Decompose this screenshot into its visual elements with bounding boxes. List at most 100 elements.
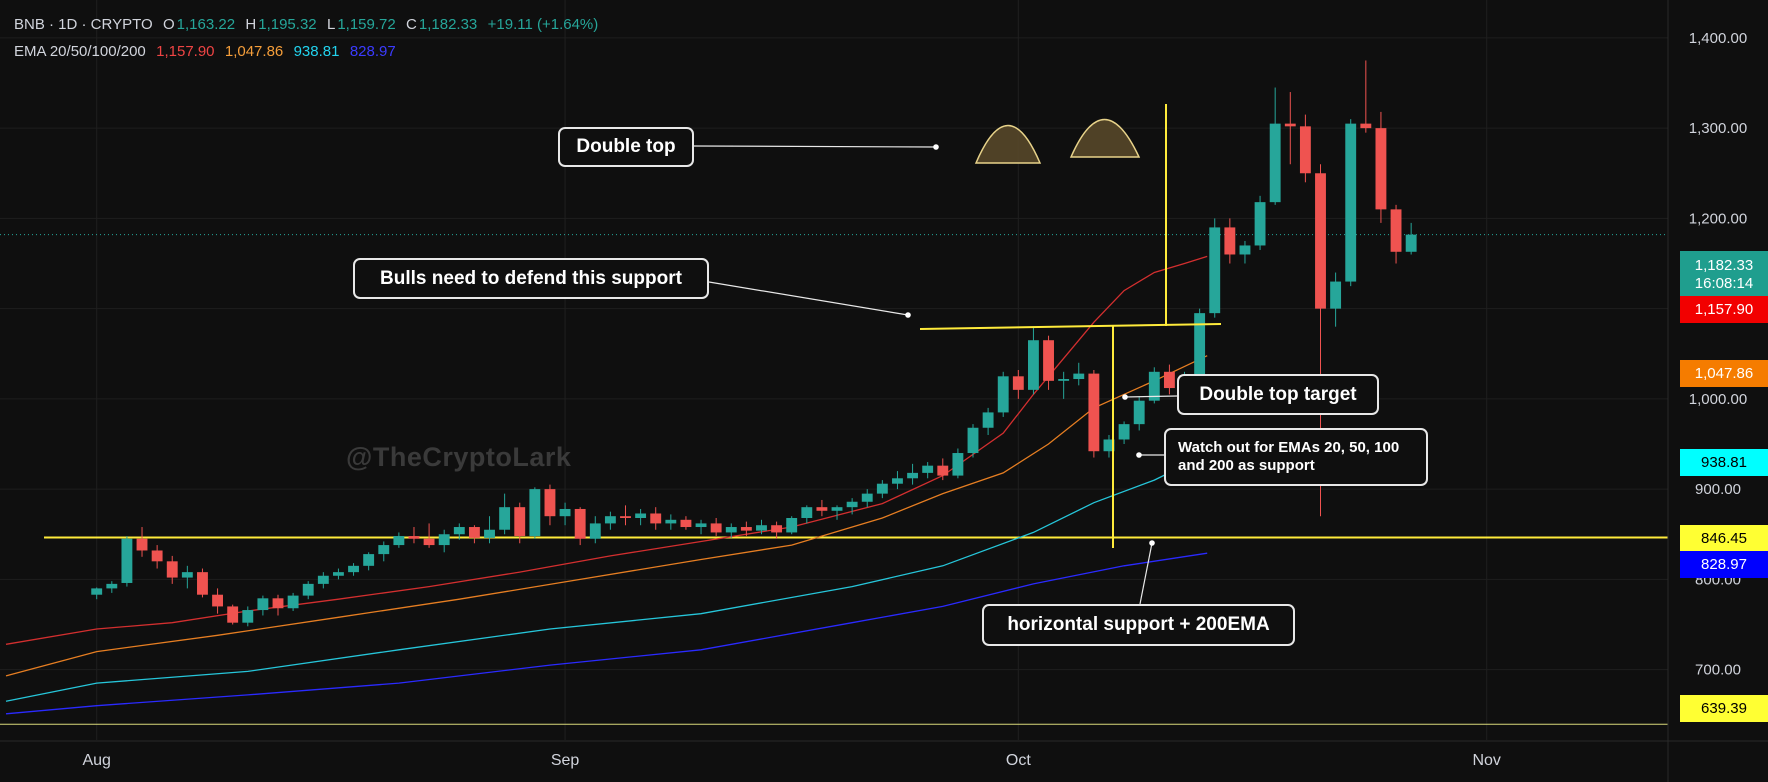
horizontal-support-callout[interactable]: horizontal support + 200EMA xyxy=(982,604,1295,646)
candle-up xyxy=(589,516,601,544)
candle-body xyxy=(650,513,662,524)
price-tick-label: 1,300.00 xyxy=(1689,120,1747,137)
candle-up xyxy=(302,581,314,600)
candle-up xyxy=(348,563,359,576)
double-top-arch-1 xyxy=(974,124,1042,164)
candle-up xyxy=(982,407,994,435)
candle-body xyxy=(665,519,677,524)
close-value: 1,182.33 xyxy=(418,16,478,33)
candle-down xyxy=(197,568,208,598)
candle-body xyxy=(499,507,511,530)
candle-body xyxy=(861,493,873,502)
candle-up xyxy=(393,532,405,548)
ema-support-connector-dot xyxy=(1136,452,1142,458)
candle-up xyxy=(378,541,390,562)
horizontal-connector xyxy=(1139,542,1153,605)
candle-body xyxy=(453,527,465,535)
candle-body xyxy=(1073,373,1085,380)
candle-up xyxy=(121,536,133,587)
candle-body xyxy=(302,583,314,596)
horizontal-connector-dot xyxy=(1149,540,1155,546)
candle-up xyxy=(529,487,541,539)
candle-body xyxy=(1163,371,1175,389)
double-top-callout[interactable]: Double top xyxy=(558,127,694,167)
price-tick-label: 700.00 xyxy=(1695,662,1741,679)
ema50-price-label: 1,047.86 xyxy=(1680,360,1768,387)
candle-up xyxy=(635,508,647,526)
candle-body xyxy=(1133,400,1145,425)
candle-body xyxy=(1209,227,1221,314)
candle-body xyxy=(1405,234,1417,252)
bulls-support-callout[interactable]: Bulls need to defend this support xyxy=(353,258,709,299)
ema-legend-label: EMA 20/50/100/200 xyxy=(14,43,146,60)
candle-up xyxy=(1133,397,1145,431)
candle-body xyxy=(756,525,767,531)
candle-down xyxy=(650,507,662,530)
candle-down xyxy=(816,499,828,517)
candle-down xyxy=(1088,370,1100,458)
candle-up xyxy=(695,519,707,535)
candle-body xyxy=(1194,313,1206,376)
candle-body xyxy=(1088,373,1100,452)
double-top-target-callout[interactable]: Double top target xyxy=(1177,374,1379,415)
candle-body xyxy=(348,565,359,573)
ema50-value: 1,047.86 xyxy=(224,43,284,60)
candle-up xyxy=(484,516,495,544)
candle-down xyxy=(423,523,435,548)
candle-body xyxy=(1058,379,1070,381)
candle-body xyxy=(287,595,299,609)
candle-up xyxy=(846,498,858,515)
candle-body xyxy=(740,527,752,531)
high-label: H xyxy=(245,16,257,33)
ema-legend[interactable]: EMA 20/50/100/200 1,157.90 1,047.86 938.… xyxy=(14,43,398,60)
candle-body xyxy=(438,534,450,546)
time-tick-label: Aug xyxy=(82,752,110,769)
candle-body xyxy=(1043,340,1054,381)
candle-body xyxy=(106,583,118,589)
candle-up xyxy=(332,568,344,580)
candle-up xyxy=(952,448,964,479)
candle-body xyxy=(166,561,178,578)
candle-body xyxy=(1254,202,1266,246)
candle-body xyxy=(1284,123,1296,127)
candle-body xyxy=(544,489,556,517)
symbol-label[interactable]: BNB · 1D · CRYPTO xyxy=(14,16,153,33)
candle-body xyxy=(620,516,631,518)
ema200-price-label: 828.97 xyxy=(1680,551,1768,578)
candle-body xyxy=(151,550,163,562)
ema200-value: 828.97 xyxy=(349,43,396,60)
candle-up xyxy=(1027,326,1039,395)
candle-down xyxy=(151,545,163,569)
support-price-label: 846.45 xyxy=(1680,525,1768,552)
candle-body xyxy=(242,610,254,623)
last-price-label: 1,182.33 16:08:14 xyxy=(1680,251,1768,298)
candle-body xyxy=(181,572,193,578)
candle-body xyxy=(846,501,858,508)
candle-body xyxy=(91,588,103,595)
candle-body xyxy=(121,538,133,583)
candle-body xyxy=(559,508,571,517)
candle-up xyxy=(1254,195,1266,250)
candle-down xyxy=(227,604,239,625)
time-tick-label: Oct xyxy=(1006,752,1031,769)
candle-up xyxy=(1330,272,1342,327)
candle-up xyxy=(559,502,571,526)
countdown-value: 16:08:14 xyxy=(1694,274,1754,292)
candle-up xyxy=(317,572,329,589)
ema50-line xyxy=(5,355,1208,677)
candle-down xyxy=(710,518,722,537)
candle-body xyxy=(363,554,375,566)
candle-up xyxy=(287,592,299,611)
candle-body xyxy=(1148,371,1160,401)
double-top-connector xyxy=(693,145,937,148)
low-label: L xyxy=(326,16,336,33)
double-top-connector-dot xyxy=(933,144,939,150)
candle-down xyxy=(1360,60,1372,133)
target-connector xyxy=(1124,395,1178,398)
low-line-price-label: 639.39 xyxy=(1680,695,1768,722)
candle-body xyxy=(801,507,813,518)
candle-body xyxy=(468,527,480,538)
ema-support-callout[interactable]: Watch out for EMAs 20, 50, 100 and 200 a… xyxy=(1164,428,1428,486)
